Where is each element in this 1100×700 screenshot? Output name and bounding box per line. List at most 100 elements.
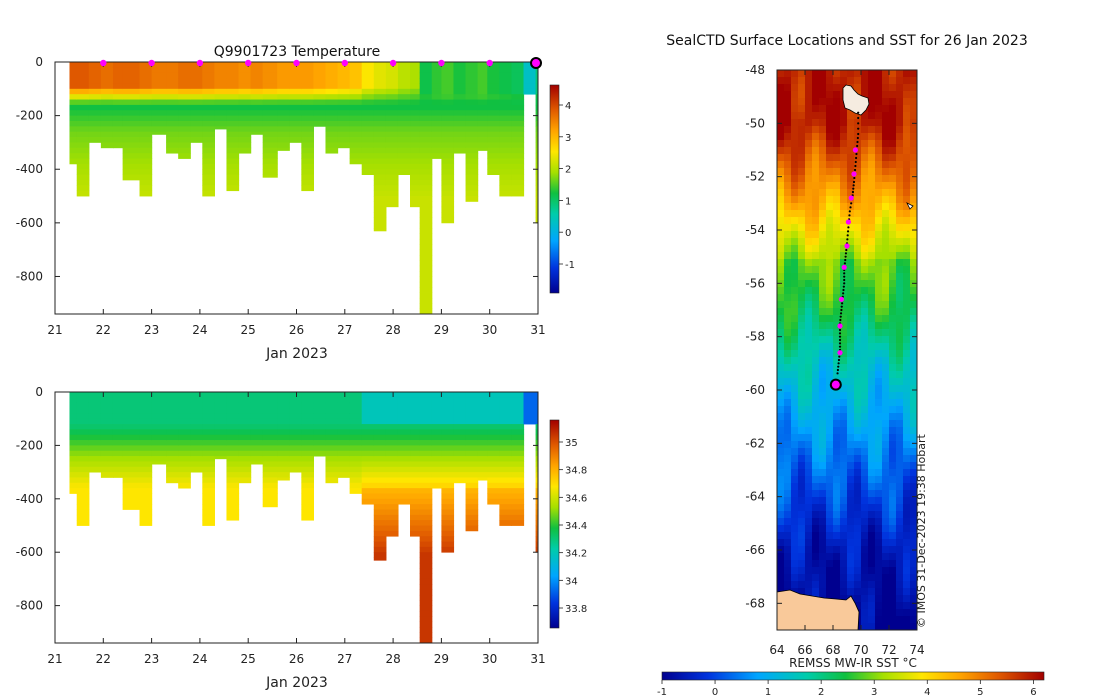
sst-cell — [798, 182, 806, 190]
sst-cell — [777, 266, 785, 274]
sst-cell — [903, 574, 911, 582]
temperature-cell — [88, 83, 102, 90]
sst-cell — [840, 385, 848, 393]
salinity-cell — [499, 429, 513, 436]
sst-cell — [833, 441, 841, 449]
temperature-cell — [190, 126, 203, 133]
temperature-cell — [373, 190, 387, 197]
sst-cell — [889, 595, 897, 603]
sst-cell — [798, 413, 806, 421]
sst-cell — [875, 420, 883, 428]
sst-cell — [882, 343, 890, 351]
sst-cell — [854, 126, 862, 134]
sst-cell — [910, 539, 917, 547]
sst-cell — [861, 301, 869, 309]
sst-cell — [896, 175, 904, 183]
sst-cell — [777, 77, 785, 85]
salinity-cell — [190, 456, 203, 462]
sst-cell — [833, 469, 841, 477]
salinity-cell — [410, 429, 421, 436]
sst-cell — [805, 462, 813, 470]
salinity-cell — [441, 434, 455, 441]
sst-cell — [784, 294, 792, 302]
temperature-cell — [535, 142, 538, 149]
salinity-cell — [112, 445, 124, 452]
salinity-cell — [166, 450, 179, 457]
track-dot — [854, 160, 857, 164]
sst-cell — [777, 287, 785, 295]
temperature-cell — [76, 158, 90, 165]
temperature-profile — [410, 62, 421, 208]
temperature-cell — [431, 137, 442, 143]
sst-cell — [903, 301, 911, 309]
sst-cell — [854, 532, 862, 540]
salinity-cell — [301, 509, 315, 516]
salinity-cell — [499, 461, 513, 468]
salinity-cell — [122, 392, 141, 398]
sst-cell — [791, 490, 799, 498]
y-tick-label: 0 — [35, 55, 43, 69]
salinity-cell — [337, 392, 351, 398]
sst-cell — [882, 588, 890, 596]
temperature-cell — [419, 126, 433, 133]
temperature-cell — [511, 142, 525, 149]
temperature-cell — [373, 206, 387, 213]
sst-cell — [826, 266, 834, 274]
sst-cell — [791, 392, 799, 400]
temperature-cell — [88, 99, 102, 106]
sst-cell — [868, 119, 876, 127]
temperature-profile — [139, 62, 153, 197]
sst-cell — [889, 462, 897, 470]
y-tick-label: -400 — [16, 492, 43, 506]
temperature-cell — [262, 142, 278, 149]
sst-cell — [805, 378, 813, 386]
sst-cell — [889, 427, 897, 435]
temperature-cell — [122, 158, 141, 165]
temperature-cell — [139, 190, 153, 197]
temperature-cell — [499, 185, 513, 192]
track-dot — [838, 332, 842, 335]
salinity-cell — [410, 504, 421, 510]
temperature-cell — [325, 110, 339, 117]
temperature-cell — [397, 67, 411, 74]
sst-cell — [896, 364, 904, 372]
temperature-cell — [385, 196, 399, 202]
sst-cell — [889, 322, 897, 330]
sst-cell — [791, 553, 799, 561]
sst-cell — [784, 168, 792, 176]
salinity-cell — [441, 525, 455, 532]
salinity-cell — [139, 392, 153, 398]
salinity-cell — [511, 514, 525, 521]
salinity-cell — [301, 408, 315, 414]
sst-cell — [833, 336, 841, 344]
salinity-cell — [410, 530, 421, 537]
temperature-cell — [250, 88, 264, 95]
sst-cell — [847, 364, 855, 372]
temperature-cell — [178, 88, 191, 95]
salinity-cell — [453, 424, 467, 430]
salinity-cell — [477, 472, 488, 478]
salinity-cell — [499, 413, 513, 420]
daily-marker — [100, 59, 107, 67]
salinity-cell — [441, 424, 455, 430]
sst-cell — [798, 84, 806, 92]
temperature-cell — [419, 142, 433, 149]
sst-cell — [882, 574, 890, 582]
salinity-cell — [523, 418, 537, 425]
temperature-cell — [441, 131, 455, 138]
salinity-cell — [238, 434, 252, 441]
sst-cell — [903, 98, 911, 106]
temperature-cell — [441, 126, 455, 133]
temperature-cell — [313, 62, 327, 68]
temperature-cell — [465, 163, 479, 170]
temperature-cell — [76, 147, 90, 154]
salinity-y-ticks: 0-200-400-600-800 — [16, 385, 538, 613]
sst-cell — [868, 133, 876, 141]
temperature-cell — [262, 147, 278, 154]
sst-cell — [861, 616, 869, 624]
temperature-cell — [499, 67, 513, 74]
sst-cell — [819, 70, 827, 78]
track-dot — [850, 202, 853, 205]
sst-cell — [854, 112, 862, 120]
sst-cell — [882, 147, 890, 155]
